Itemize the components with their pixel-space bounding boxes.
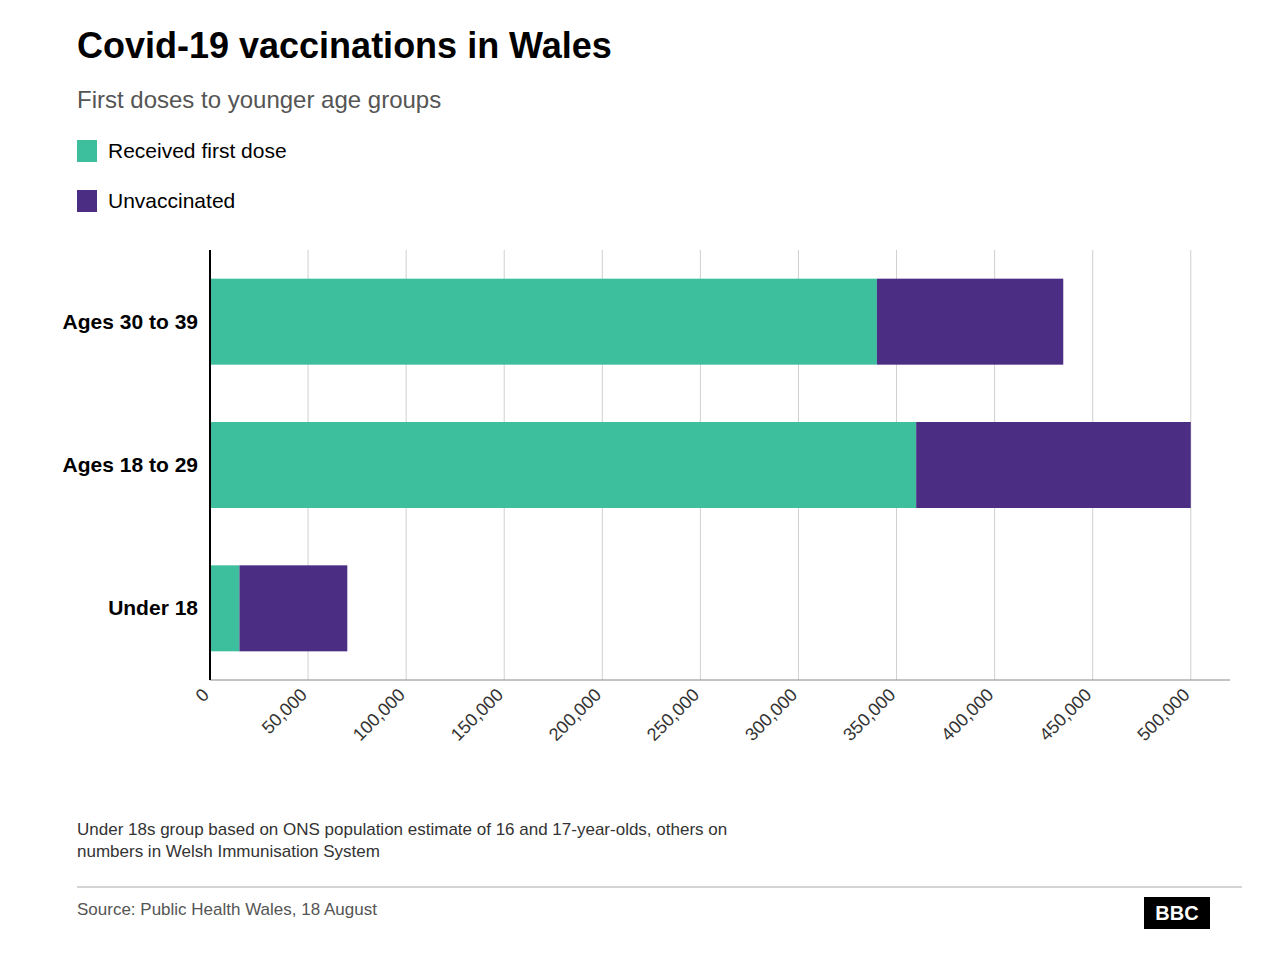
source: Source: Public Health Wales, 18 August (77, 900, 377, 919)
x-tick-label: 150,000 (447, 685, 507, 745)
bars (210, 279, 1191, 652)
x-tick-label: 250,000 (643, 685, 703, 745)
legend-swatch (77, 190, 97, 212)
x-tick-label: 50,000 (258, 685, 311, 738)
x-tick-labels: 0 50,000 100,000 150,000 200,000 250,000 300,0… (192, 685, 1194, 745)
category-label: Ages 30 to 39 (63, 310, 198, 333)
x-tick-label: 500,000 (1133, 685, 1193, 745)
x-tick-label: 300,000 (741, 685, 801, 745)
x-tick-label: 200,000 (545, 685, 605, 745)
bar (239, 565, 347, 651)
category-label: Under 18 (108, 596, 198, 619)
chart: Covid-19 vaccinations in Wales First dose… (0, 0, 1280, 966)
bar (210, 279, 877, 365)
bar (210, 565, 239, 651)
x-tick-label: 450,000 (1035, 685, 1095, 745)
y-tick-labels: Under 18 Ages 18 to 29 Ages 30 to 39 (63, 310, 199, 620)
grid (210, 250, 1191, 680)
logo: BBC (1155, 902, 1198, 924)
footnote: Under 18s group based on ONS population … (77, 820, 727, 861)
subtitle: First doses to younger age groups (77, 86, 441, 113)
grid-line (210, 250, 211, 680)
legend: Received first dose Unvaccinated (77, 139, 287, 212)
bar (877, 279, 1063, 365)
bar (210, 422, 916, 508)
separator (77, 887, 1242, 888)
legend-label: Received first dose (108, 139, 287, 162)
x-tick-label: 100,000 (349, 685, 409, 745)
title: Covid-19 vaccinations in Wales (77, 25, 612, 66)
logo-box (1144, 897, 1210, 929)
x-tick-label: 350,000 (839, 685, 899, 745)
x-tick-label: 0 (192, 685, 213, 706)
bar (916, 422, 1191, 508)
x-tick-label: 400,000 (937, 685, 997, 745)
y-axis-line (209, 250, 211, 680)
legend-label: Unvaccinated (108, 189, 235, 212)
legend-swatch (77, 140, 97, 162)
x-axis-line (210, 680, 1230, 681)
category-label: Ages 18 to 29 (63, 453, 198, 476)
